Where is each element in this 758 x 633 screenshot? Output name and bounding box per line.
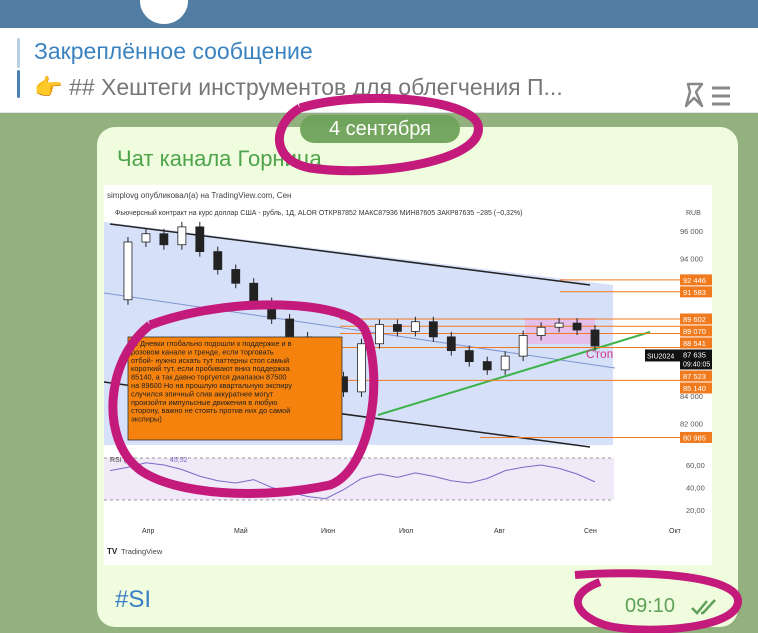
month-label: Авг: [494, 528, 505, 535]
instrument-line: Фьючерсный контракт на курс доллар США -…: [115, 209, 522, 217]
bar-timer: 09:40:05: [683, 361, 710, 368]
level-label: 85 140: [683, 384, 706, 393]
level-tag: [680, 325, 712, 337]
level-tag: [680, 274, 712, 286]
candle: [231, 269, 241, 284]
month-label: Май: [234, 527, 248, 535]
pink-zone: [525, 318, 595, 344]
stop-label: Стоп: [586, 347, 613, 361]
pinned-message-bar[interactable]: Закреплённое сообщение 👉 ## Хештеги инст…: [0, 28, 758, 113]
candle: [446, 336, 456, 352]
double-check-icon: [691, 599, 716, 615]
level-label: 89 602: [683, 315, 706, 324]
pointing-hand-icon: 👉: [34, 74, 63, 100]
pinned-indicator: [17, 38, 20, 68]
ticker-label: SIU2024: [647, 353, 674, 360]
candle: [177, 226, 187, 246]
level-tag: [680, 286, 712, 298]
candle: [141, 233, 151, 243]
rsi-tick: 20,00: [686, 506, 705, 515]
candle: [195, 226, 205, 253]
pin-list-icon[interactable]: [682, 80, 736, 110]
chat-header: [0, 0, 758, 28]
level-tag: [680, 337, 712, 349]
candle: [536, 326, 546, 336]
tradingview-chart: simplovg опубликовал(а) на TradingView.c…: [103, 191, 712, 556]
candle: [572, 322, 582, 331]
sender-name[interactable]: Чат канала Горница: [117, 146, 322, 171]
rsi-band: [104, 458, 614, 500]
level-label: 87 523: [683, 372, 706, 381]
published-line: simplovg опубликовал(а) на TradingView.c…: [107, 191, 291, 200]
last-price: 87 635: [683, 350, 706, 359]
price-tick: 84 000: [680, 392, 703, 401]
candle: [375, 324, 384, 345]
candle: [285, 318, 295, 338]
level-label: 91 583: [683, 288, 706, 297]
level-tag: [680, 370, 712, 382]
level-label: 88 541: [683, 339, 706, 348]
candle: [393, 324, 402, 332]
pinned-title: Закреплённое сообщение: [34, 38, 313, 64]
candle: [500, 355, 510, 371]
tradingview-logo: TV: [107, 547, 118, 556]
avatar[interactable]: [140, 0, 188, 24]
candle: [410, 321, 420, 332]
level-tag: [680, 382, 712, 394]
channel-top-line: [109, 223, 591, 286]
rsi-value: 45,52: [170, 457, 188, 464]
candle: [357, 343, 366, 393]
price-tick: 96 000: [680, 227, 703, 236]
rsi-tick: 40,00: [686, 484, 705, 493]
date-pill: 4 сентября: [300, 115, 460, 143]
rsi-label: RSI (14: [110, 457, 134, 464]
month-label: Апр: [142, 528, 154, 535]
ticker-tag: [645, 349, 680, 362]
pinned-preview: ## Хештеги инструментов для облегчения П…: [69, 74, 563, 100]
pinned-indicator-active: [17, 70, 20, 98]
candle: [554, 322, 564, 328]
price-tick: 94 000: [680, 255, 703, 264]
last-price-tag: [680, 349, 712, 370]
month-label: Окт: [669, 528, 682, 535]
chart-image[interactable]: simplovg опубликовал(а) на TradingView.c…: [103, 185, 712, 565]
price-tick: 82 000: [680, 420, 703, 429]
candle: [159, 233, 169, 246]
rsi-tick: 60,00: [686, 461, 705, 470]
candle: [428, 321, 438, 338]
trend-line: [377, 331, 651, 416]
level-label: 80 985: [683, 433, 706, 442]
hashtag-link[interactable]: #SI: [115, 586, 152, 613]
level-tag: [680, 313, 712, 325]
candle: [267, 302, 277, 320]
candle: [464, 350, 474, 363]
message-time: 09:10: [625, 595, 676, 617]
note-line: экспиры): [131, 415, 162, 424]
level-tag: [680, 431, 712, 443]
month-label: Июл: [399, 528, 413, 535]
candle: [123, 241, 133, 301]
tradingview-brand: TradingView: [121, 547, 163, 556]
candle: [249, 282, 259, 303]
month-label: Июн: [321, 528, 335, 535]
candle: [518, 335, 528, 357]
candle: [213, 251, 223, 270]
level-label: 89 070: [683, 327, 706, 336]
currency-label: RUB: [686, 210, 701, 217]
pinned-text: 👉 ## Хештеги инструментов для облегчения…: [34, 74, 563, 101]
candle: [590, 329, 600, 347]
candle: [482, 361, 492, 371]
month-label: Сен: [584, 528, 597, 535]
level-label: 92 446: [683, 276, 706, 285]
